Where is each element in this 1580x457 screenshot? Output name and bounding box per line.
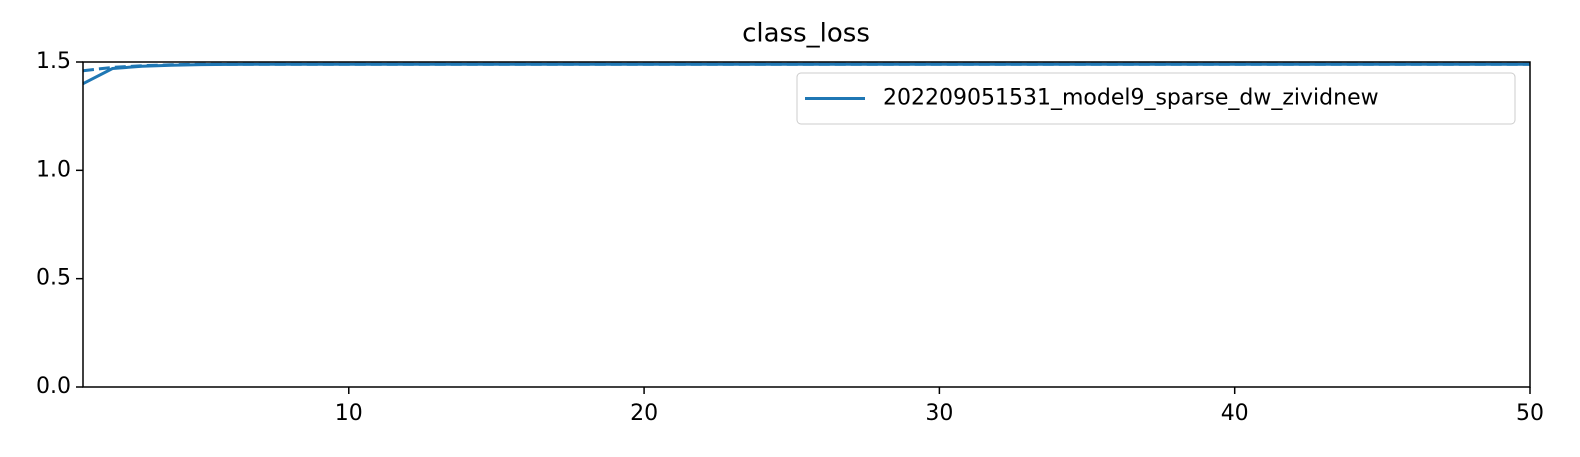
y-tick-label: 1.0 (36, 157, 71, 182)
legend: 202209051531_model9_sparse_dw_zividnew (796, 72, 1516, 125)
x-tick-label: 30 (925, 401, 953, 426)
line-series (82, 62, 1530, 73)
plot-frame (82, 61, 1531, 388)
y-tick-label: 0.5 (36, 266, 71, 291)
x-tick-label: 50 (1516, 401, 1544, 426)
x-tick-label: 10 (335, 401, 363, 426)
y-tick-label: 1.5 (36, 49, 71, 74)
legend-label: 202209051531_model9_sparse_dw_zividnew (883, 86, 1379, 111)
y-tick-label: 0.0 (36, 374, 71, 399)
x-tick-label: 20 (630, 401, 658, 426)
legend-box (796, 72, 1516, 125)
chart-title: class_loss (742, 19, 870, 49)
x-tick-label: 40 (1221, 401, 1249, 426)
